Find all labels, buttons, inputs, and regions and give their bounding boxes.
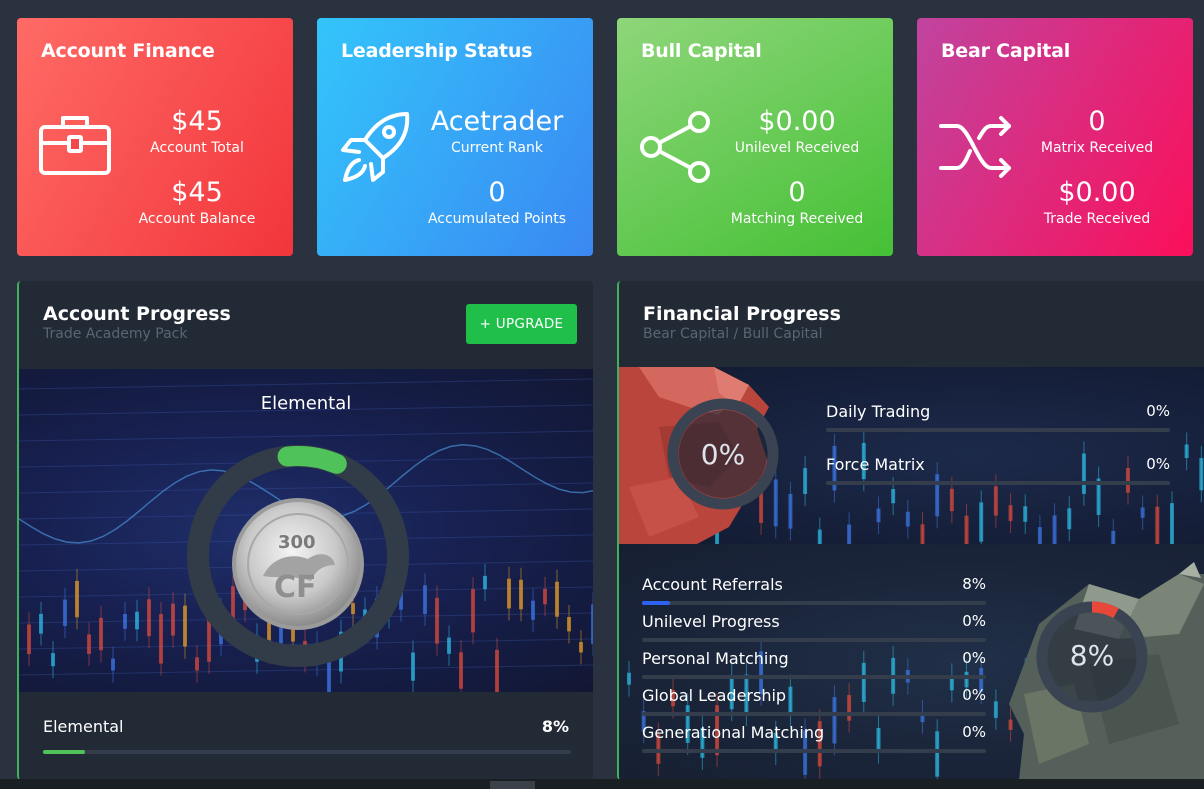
card-title: Bull Capital xyxy=(641,40,762,62)
account-total-value: $45 xyxy=(171,106,223,137)
bull-value: 0% xyxy=(962,686,986,704)
bull-value: 0% xyxy=(962,723,986,741)
bear-illustration xyxy=(619,367,1204,544)
bear-capital-card: Bear Capital 0 Matrix Received $0.00 Tra… xyxy=(917,18,1193,256)
accumulated-points-label: Accumulated Points xyxy=(427,211,567,227)
bear-value: 0% xyxy=(1146,402,1170,420)
pack-progress-ring: CF 300 xyxy=(187,445,409,667)
briefcase-icon xyxy=(39,116,111,175)
bear-row: Force Matrix 0% xyxy=(826,455,1170,485)
scrollbar-thumb[interactable] xyxy=(490,781,535,789)
shuffle-icon xyxy=(939,116,1011,178)
card-title: Account Finance xyxy=(41,40,215,62)
pack-hero: Elemental CF 300 xyxy=(19,369,593,692)
financial-progress-panel: Financial Progress Bear Capital / Bull C… xyxy=(617,281,1204,780)
pack-progress-label: Elemental xyxy=(43,717,124,736)
bear-progress-bar xyxy=(826,481,1170,485)
rocket-icon xyxy=(341,112,410,182)
bull-progress-bar xyxy=(642,675,986,679)
bull-label: Account Referrals xyxy=(642,575,783,594)
svg-text:CF: CF xyxy=(274,570,317,605)
panel-title: Financial Progress xyxy=(643,303,841,325)
current-rank-label: Current Rank xyxy=(450,140,543,156)
bull-row: Global Leadership 0% xyxy=(642,686,986,716)
card-title: Bear Capital xyxy=(941,40,1071,62)
card-title: Leadership Status xyxy=(341,40,533,62)
bull-capital-card: Bull Capital $0.00 Unilevel Received 0 M… xyxy=(617,18,893,256)
pack-progress-bar xyxy=(43,750,571,754)
bull-row: Generational Matching 0% xyxy=(642,723,986,753)
bull-label: Personal Matching xyxy=(642,649,789,668)
bull-row: Personal Matching 0% xyxy=(642,649,986,679)
upgrade-button[interactable]: + UPGRADE xyxy=(466,304,577,344)
matching-received-value: 0 xyxy=(788,177,806,208)
bear-label: Daily Trading xyxy=(826,402,931,421)
bull-label: Unilevel Progress xyxy=(642,612,780,631)
bull-value: 0% xyxy=(962,612,986,630)
panel-subtitle: Trade Academy Pack xyxy=(43,326,188,342)
bull-value: 8% xyxy=(962,575,986,593)
bear-progress-section: 0% Daily Trading 0% Force Matrix 0% xyxy=(619,367,1204,544)
unilevel-received-value: $0.00 xyxy=(758,106,836,137)
leadership-status-card: Leadership Status Acetrader Current Rank… xyxy=(317,18,593,256)
trade-received-value: $0.00 xyxy=(1058,177,1136,208)
bull-progress-bar xyxy=(642,638,986,642)
panel-title: Account Progress xyxy=(43,303,231,325)
bull-donut-value: 8% xyxy=(1069,639,1115,672)
unilevel-received-label: Unilevel Received xyxy=(734,140,860,156)
bear-donut-value: 0% xyxy=(700,438,746,471)
bull-progress-bar xyxy=(642,749,986,753)
trade-received-label: Trade Received xyxy=(1043,211,1151,227)
current-rank-value: Acetrader xyxy=(430,106,564,137)
bull-value: 0% xyxy=(962,649,986,667)
bear-progress-bar xyxy=(826,428,1170,432)
bear-label: Force Matrix xyxy=(826,455,925,474)
matrix-received-value: 0 xyxy=(1088,106,1106,137)
share-icon xyxy=(640,111,710,183)
pack-name: Elemental xyxy=(260,393,352,414)
bear-value: 0% xyxy=(1146,455,1170,473)
bull-label: Generational Matching xyxy=(642,723,825,742)
coin-badge-icon: CF 300 xyxy=(232,498,364,630)
account-balance-value: $45 xyxy=(171,177,223,208)
coin-value: 300 xyxy=(278,532,316,553)
horizontal-scrollbar[interactable] xyxy=(0,779,1204,789)
matrix-received-label: Matrix Received xyxy=(1040,140,1154,156)
account-balance-label: Account Balance xyxy=(138,211,256,227)
bull-label: Global Leadership xyxy=(642,686,787,705)
bull-progress-section: 8% Account Referrals 8% Unilevel Progress 0… xyxy=(619,544,1204,780)
bear-row: Daily Trading 0% xyxy=(826,402,1170,432)
pack-progress-value: 8% xyxy=(541,717,569,736)
pack-progress-row: Elemental 8% xyxy=(43,717,571,754)
panel-subtitle: Bear Capital / Bull Capital xyxy=(643,326,823,342)
bull-row: Account Referrals 8% xyxy=(642,575,986,605)
account-total-label: Account Total xyxy=(150,140,244,156)
account-progress-panel: Account Progress Trade Academy Pack + UP… xyxy=(17,281,593,780)
matching-received-label: Matching Received xyxy=(730,211,864,227)
bull-row: Unilevel Progress 0% xyxy=(642,612,986,642)
account-finance-card: Account Finance $45 Account Total $45 Ac… xyxy=(17,18,293,256)
bull-progress-bar xyxy=(642,601,986,605)
bull-progress-bar xyxy=(642,712,986,716)
accumulated-points-value: 0 xyxy=(488,177,506,208)
